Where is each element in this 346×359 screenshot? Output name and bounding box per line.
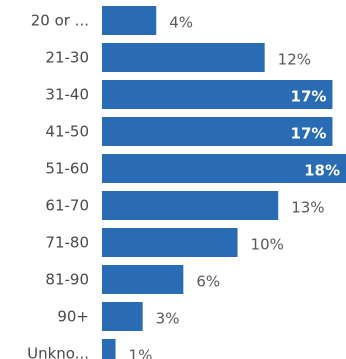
bar[interactable] (102, 154, 346, 183)
value-label: 13% (291, 199, 324, 217)
value-label: 4% (169, 14, 193, 32)
bar[interactable] (102, 265, 184, 294)
value-label: 18% (304, 162, 340, 180)
category-label: Unkno... (27, 345, 89, 359)
category-label: 81-90 (45, 271, 89, 289)
bar[interactable] (102, 228, 238, 257)
bar[interactable] (102, 6, 157, 35)
value-label: 1% (129, 347, 153, 359)
bar[interactable] (102, 302, 143, 331)
category-label: 41-50 (45, 123, 89, 141)
value-label: 10% (251, 236, 284, 254)
value-label: 12% (278, 51, 311, 69)
category-label: 90+ (57, 308, 89, 326)
category-label: 21-30 (45, 49, 89, 67)
bar[interactable] (102, 43, 265, 72)
category-label: 31-40 (45, 86, 89, 104)
category-label: 51-60 (45, 160, 89, 178)
bar[interactable] (102, 191, 279, 220)
value-label: 3% (156, 310, 180, 328)
bar[interactable] (102, 117, 333, 146)
value-label: 17% (291, 88, 327, 106)
value-label: 6% (196, 273, 220, 291)
category-label: 61-70 (45, 197, 89, 215)
value-label: 17% (291, 125, 327, 143)
category-label: 71-80 (45, 234, 89, 252)
bar[interactable] (102, 339, 116, 359)
bar[interactable] (102, 80, 333, 109)
category-label: 20 or ... (31, 12, 89, 30)
